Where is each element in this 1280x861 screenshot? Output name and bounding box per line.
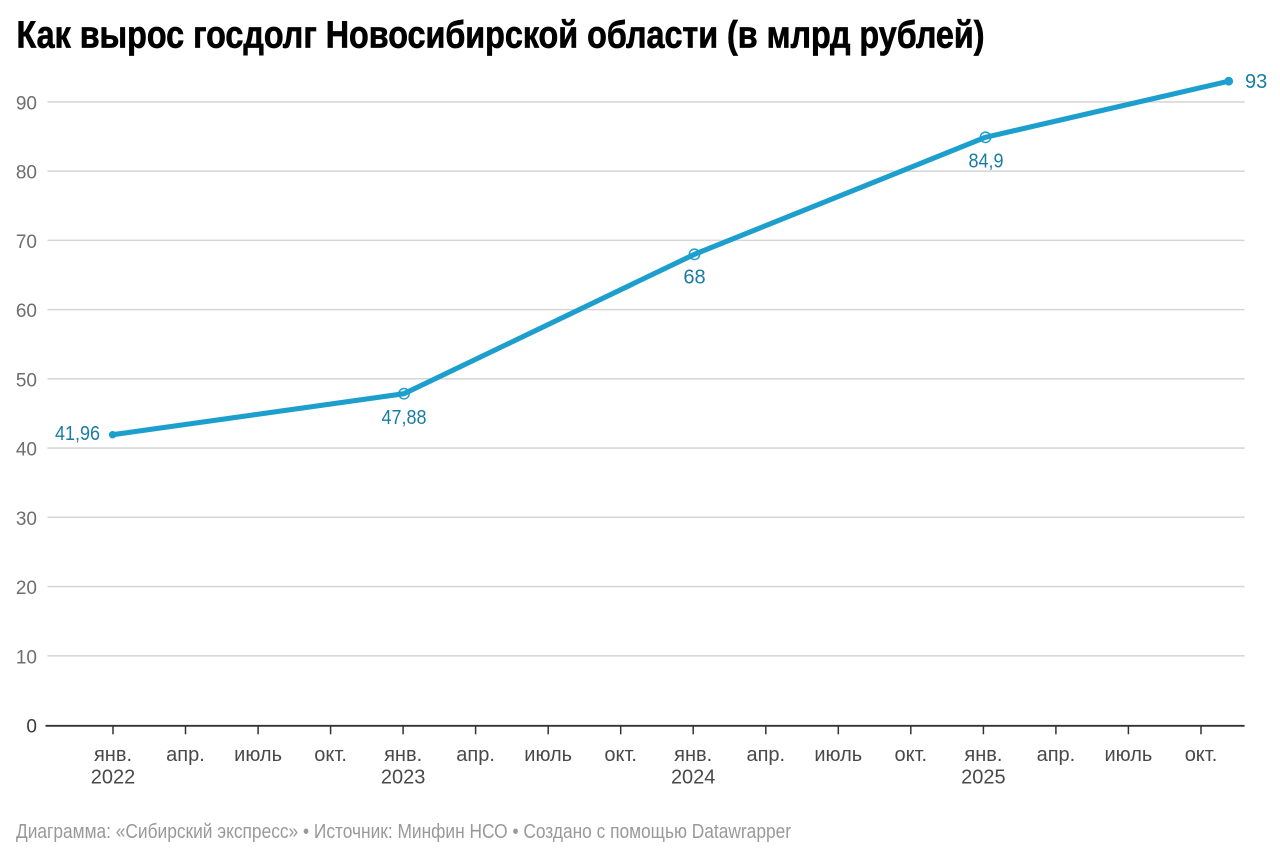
svg-text:янв.: янв. (964, 744, 1002, 766)
svg-text:2024: 2024 (671, 767, 716, 789)
svg-text:июль: июль (1104, 744, 1152, 766)
svg-text:93: 93 (1245, 71, 1267, 93)
svg-text:40: 40 (16, 440, 37, 461)
svg-text:апр.: апр. (456, 744, 495, 766)
svg-text:10: 10 (16, 647, 37, 668)
svg-text:60: 60 (16, 301, 37, 322)
svg-text:окт.: окт. (894, 744, 927, 766)
svg-text:апр.: апр. (166, 744, 205, 766)
svg-text:июль: июль (234, 744, 282, 766)
svg-text:апр.: апр. (1037, 744, 1076, 766)
svg-text:2022: 2022 (91, 767, 136, 789)
svg-text:июль: июль (814, 744, 862, 766)
svg-text:2025: 2025 (961, 767, 1006, 789)
svg-text:70: 70 (16, 232, 37, 253)
svg-text:июль: июль (524, 744, 572, 766)
svg-text:янв.: янв. (94, 744, 132, 766)
svg-text:41,96: 41,96 (55, 423, 100, 445)
svg-text:90: 90 (16, 93, 37, 114)
svg-text:47,88: 47,88 (382, 407, 427, 429)
svg-text:68: 68 (683, 267, 705, 289)
svg-text:окт.: окт. (1185, 744, 1218, 766)
svg-text:Диаграмма: «Сибирский экспресс: Диаграмма: «Сибирский экспресс» • Источн… (16, 821, 791, 843)
svg-text:30: 30 (16, 509, 37, 530)
svg-text:Как вырос госдолг Новосибирско: Как вырос госдолг Новосибирской области … (17, 15, 985, 57)
svg-text:окт.: окт. (314, 744, 347, 766)
svg-text:янв.: янв. (384, 744, 422, 766)
svg-text:20: 20 (16, 578, 37, 599)
svg-text:апр.: апр. (746, 744, 785, 766)
svg-text:84,9: 84,9 (969, 151, 1004, 173)
svg-text:2023: 2023 (381, 767, 426, 789)
svg-text:окт.: окт. (604, 744, 637, 766)
svg-text:80: 80 (16, 163, 37, 184)
svg-text:янв.: янв. (674, 744, 712, 766)
svg-text:0: 0 (26, 717, 37, 738)
svg-text:50: 50 (16, 370, 37, 391)
